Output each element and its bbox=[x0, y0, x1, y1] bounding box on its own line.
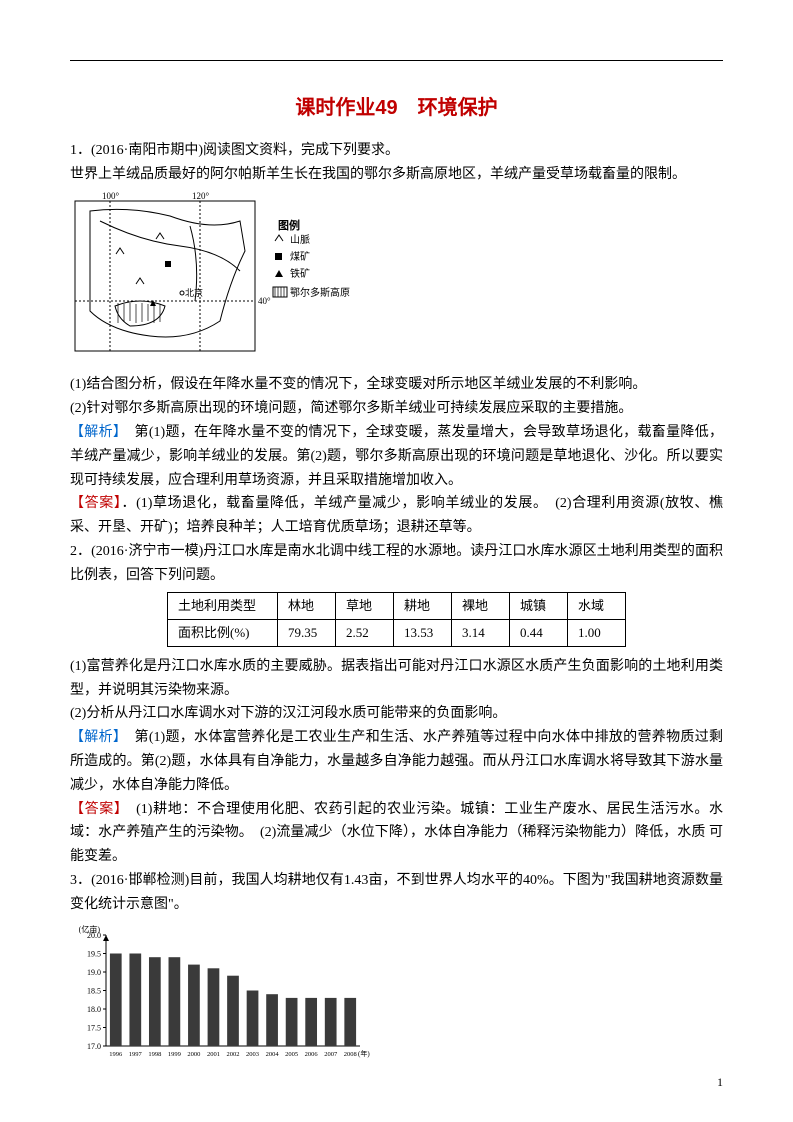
svg-text:2007: 2007 bbox=[324, 1051, 338, 1058]
q1-answer: 【答案】．(1)草场退化，载畜量降低，羊绒产量减少，影响羊绒业的发展。 (2)合… bbox=[70, 492, 723, 540]
analysis-label: 【解析】 bbox=[70, 730, 120, 745]
svg-text:2000: 2000 bbox=[187, 1051, 200, 1058]
q1-sub1: (1)结合图分析，假设在年降水量不变的情况下，全球变暖对所示地区羊绒业发展的不利… bbox=[70, 373, 723, 397]
map-figure: 100° 120° 40° 北京 图例山脈煤矿铁矿鄂尔多斯高原 bbox=[70, 191, 370, 361]
svg-text:120°: 120° bbox=[192, 191, 210, 201]
top-rule bbox=[70, 60, 723, 61]
q2-analysis-text: 第(1)题，水体富营养化是工农业生产和生活、水产养殖等过程中向水体中排放的营养物… bbox=[70, 730, 723, 793]
svg-text:18.5: 18.5 bbox=[87, 986, 101, 995]
page-number: 1 bbox=[717, 1072, 723, 1092]
q1-analysis-text: 第(1)题，在年降水量不变的情况下，全球变暖，蒸发量增大，会导致草场退化，载畜量… bbox=[70, 425, 723, 488]
svg-text:17.0: 17.0 bbox=[87, 1042, 101, 1051]
svg-text:40°: 40° bbox=[258, 296, 271, 306]
q1-body: 世界上羊绒品质最好的阿尔帕斯羊生长在我国的鄂尔多斯高原地区，羊绒产量受草场载畜量… bbox=[70, 163, 723, 187]
svg-text:1998: 1998 bbox=[148, 1051, 161, 1058]
svg-text:2008: 2008 bbox=[344, 1051, 357, 1058]
q1-analysis: 【解析】 第(1)题，在年降水量不变的情况下，全球变暖，蒸发量增大，会导致草场退… bbox=[70, 421, 723, 492]
svg-text:1996: 1996 bbox=[109, 1051, 123, 1058]
svg-text:1997: 1997 bbox=[129, 1051, 143, 1058]
svg-text:2002: 2002 bbox=[227, 1051, 240, 1058]
svg-text:2001: 2001 bbox=[207, 1051, 220, 1058]
q1-intro: 1．(2016·南阳市期中)阅读图文资料，完成下列要求。 bbox=[70, 139, 723, 163]
page-title: 课时作业49 环境保护 bbox=[70, 91, 723, 125]
svg-text:20.0: 20.0 bbox=[87, 931, 101, 940]
svg-text:北京: 北京 bbox=[185, 287, 203, 298]
svg-text:煤矿: 煤矿 bbox=[290, 250, 310, 263]
svg-text:1999: 1999 bbox=[168, 1051, 181, 1058]
q2-sub1: (1)富营养化是丹江口水库水质的主要威胁。据表指出可能对丹江口水源区水质产生负面… bbox=[70, 655, 723, 703]
landuse-table: 土地利用类型林地草地耕地裸地城镇水域面积比例(%)79.352.5213.533… bbox=[167, 592, 626, 647]
svg-text:2003: 2003 bbox=[246, 1051, 259, 1058]
barchart-figure: (亿亩)17.017.518.018.519.019.520.019961997… bbox=[70, 921, 370, 1066]
svg-text:图例: 图例 bbox=[278, 218, 300, 232]
svg-text:鄂尔多斯高原: 鄂尔多斯高原 bbox=[290, 286, 350, 299]
q2-answer: 【答案】 (1)耕地：不合理使用化肥、农药引起的农业污染。城镇：工业生产废水、居… bbox=[70, 798, 723, 869]
svg-text:2004: 2004 bbox=[266, 1051, 280, 1058]
answer-label: 【答案】 bbox=[70, 496, 121, 511]
svg-text:2006: 2006 bbox=[305, 1051, 319, 1058]
q2-intro: 2．(2016·济宁市一模)丹江口水库是南水北调中线工程的水源地。读丹江口水库水… bbox=[70, 540, 723, 588]
svg-text:19.0: 19.0 bbox=[87, 968, 101, 977]
svg-text:19.5: 19.5 bbox=[87, 949, 101, 958]
q1-sub2: (2)针对鄂尔多斯高原出现的环境问题，简述鄂尔多斯羊绒业可持续发展应采取的主要措… bbox=[70, 397, 723, 421]
svg-text:2005: 2005 bbox=[285, 1051, 298, 1058]
q1-answer-text: ．(1)草场退化，载畜量降低，羊绒产量减少，影响羊绒业的发展。 (2)合理利用资… bbox=[70, 496, 723, 535]
svg-text:18.0: 18.0 bbox=[87, 1005, 101, 1014]
svg-text:17.5: 17.5 bbox=[87, 1023, 101, 1032]
svg-text:(年): (年) bbox=[358, 1049, 370, 1058]
answer-label: 【答案】 bbox=[70, 802, 122, 817]
q2-sub2: (2)分析从丹江口水库调水对下游的汉江河段水质可能带来的负面影响。 bbox=[70, 702, 723, 726]
q3-intro: 3．(2016·邯郸检测)目前，我国人均耕地仅有1.43亩，不到世界人均水平的4… bbox=[70, 869, 723, 917]
svg-text:铁矿: 铁矿 bbox=[290, 267, 310, 280]
analysis-label: 【解析】 bbox=[70, 425, 120, 440]
q2-answer-text: (1)耕地：不合理使用化肥、农药引起的农业污染。城镇：工业生产废水、居民生活污水… bbox=[70, 802, 723, 865]
q2-analysis: 【解析】 第(1)题，水体富营养化是工农业生产和生活、水产养殖等过程中向水体中排… bbox=[70, 726, 723, 797]
svg-text:100°: 100° bbox=[102, 191, 120, 201]
svg-text:山脈: 山脈 bbox=[290, 233, 310, 246]
